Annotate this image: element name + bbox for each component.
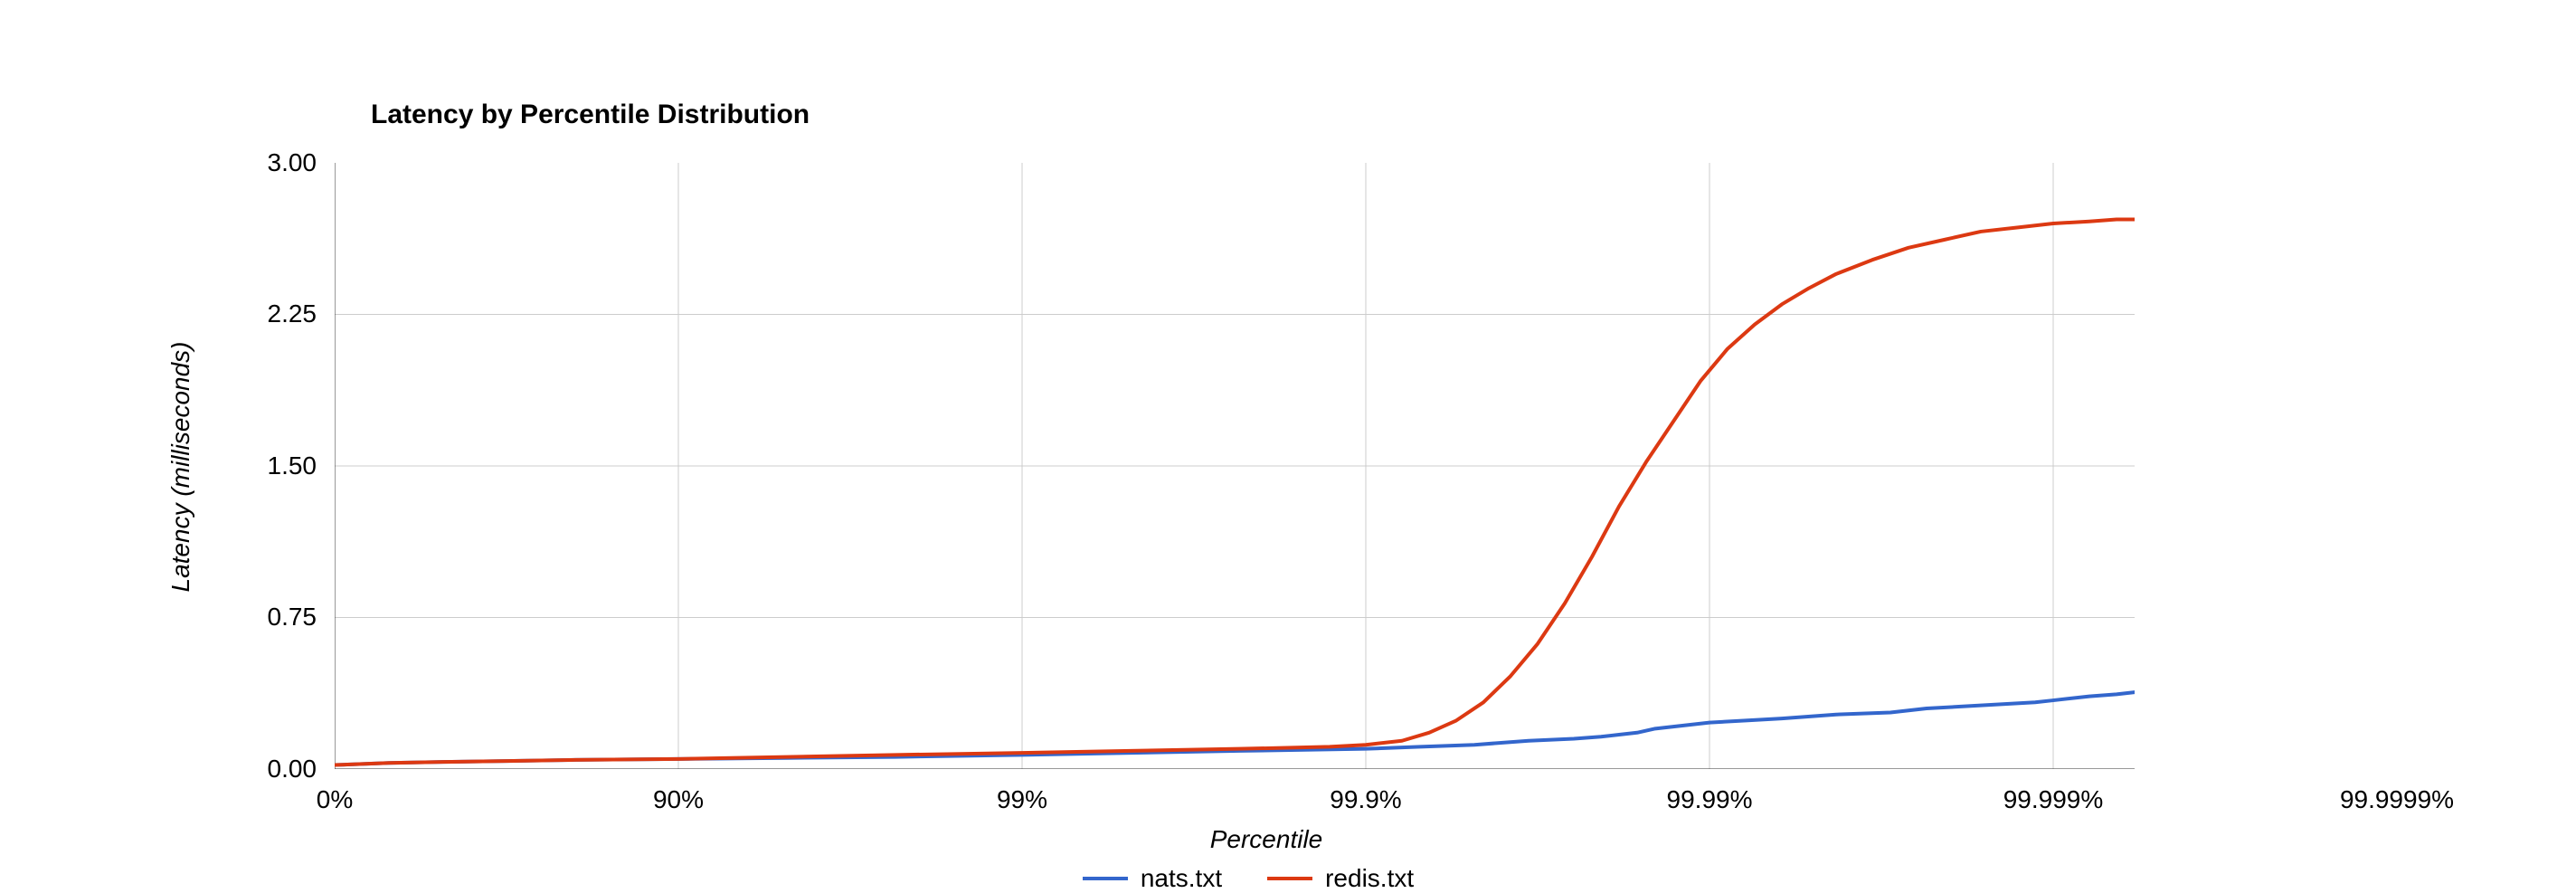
chart-container: Latency by Percentile Distribution Laten… bbox=[0, 0, 2576, 869]
y-tick-label: 3.00 bbox=[253, 148, 317, 177]
y-tick-label: 2.25 bbox=[253, 299, 317, 328]
series-line bbox=[335, 692, 2135, 765]
y-tick-label: 1.50 bbox=[253, 451, 317, 480]
x-axis-title: Percentile bbox=[1176, 825, 1357, 854]
chart-title: Latency by Percentile Distribution bbox=[371, 100, 810, 130]
legend-swatch bbox=[1083, 877, 1128, 880]
y-tick-label: 0.00 bbox=[253, 755, 317, 784]
x-tick-label: 99.9999% bbox=[2297, 785, 2496, 814]
y-axis-title: Latency (milliseconds) bbox=[166, 331, 195, 603]
legend-swatch bbox=[1267, 877, 1312, 880]
x-tick-label: 0% bbox=[289, 785, 380, 814]
y-tick-label: 0.75 bbox=[253, 603, 317, 632]
series-line bbox=[335, 220, 2135, 765]
plot-area bbox=[335, 163, 2135, 769]
x-tick-label: 90% bbox=[624, 785, 733, 814]
x-tick-label: 99.999% bbox=[1972, 785, 2135, 814]
x-tick-label: 99.99% bbox=[1637, 785, 1782, 814]
x-tick-label: 99.9% bbox=[1302, 785, 1429, 814]
x-tick-label: 99% bbox=[968, 785, 1076, 814]
